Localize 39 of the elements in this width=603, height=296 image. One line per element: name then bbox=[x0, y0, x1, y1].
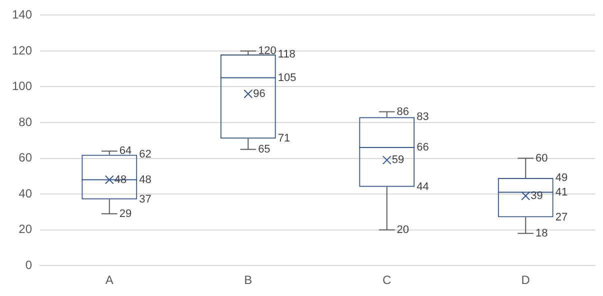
x-tick-label: C bbox=[382, 273, 392, 288]
annotation: 120 bbox=[258, 45, 276, 58]
annotation: 18 bbox=[536, 227, 548, 240]
y-tick-label: 0 bbox=[25, 258, 32, 272]
annotation: 118 bbox=[278, 48, 296, 61]
y-tick-label: 20 bbox=[18, 222, 32, 236]
annotation: 27 bbox=[555, 211, 568, 224]
annotation: 29 bbox=[119, 208, 132, 220]
annotation: 20 bbox=[396, 224, 410, 236]
annotation: 49 bbox=[555, 172, 568, 184]
annotation: 39 bbox=[530, 190, 543, 202]
annotation: 62 bbox=[139, 148, 152, 161]
point bbox=[382, 156, 392, 165]
annotation: 86 bbox=[396, 106, 410, 118]
annotation: 66 bbox=[416, 142, 429, 154]
annotation: 44 bbox=[416, 180, 429, 193]
annotation: 96 bbox=[253, 88, 266, 100]
y-tick-label: 120 bbox=[12, 43, 32, 58]
y-tick-label: 100 bbox=[12, 79, 32, 94]
x-tick-label: A bbox=[105, 273, 114, 288]
y-tick-label: 60 bbox=[18, 150, 32, 165]
point bbox=[244, 89, 253, 98]
y-tick-label: 40 bbox=[18, 186, 32, 200]
annotation: 37 bbox=[139, 193, 152, 206]
point bbox=[521, 191, 530, 200]
annotation: 105 bbox=[278, 72, 296, 84]
annotation: 65 bbox=[258, 143, 270, 156]
annotation: 48 bbox=[139, 174, 152, 186]
annotation: 71 bbox=[278, 132, 290, 145]
point bbox=[104, 175, 114, 184]
x-tick-label: D bbox=[521, 273, 530, 288]
annotation: 60 bbox=[536, 152, 548, 164]
y-tick-label: 80 bbox=[18, 114, 32, 129]
annotation: 83 bbox=[416, 111, 429, 124]
annotation: 59 bbox=[392, 154, 404, 166]
annotation: 64 bbox=[119, 145, 132, 158]
x-tick-label: B bbox=[244, 273, 252, 288]
annotation: 41 bbox=[555, 186, 568, 198]
y-tick-label: 140 bbox=[12, 8, 32, 22]
